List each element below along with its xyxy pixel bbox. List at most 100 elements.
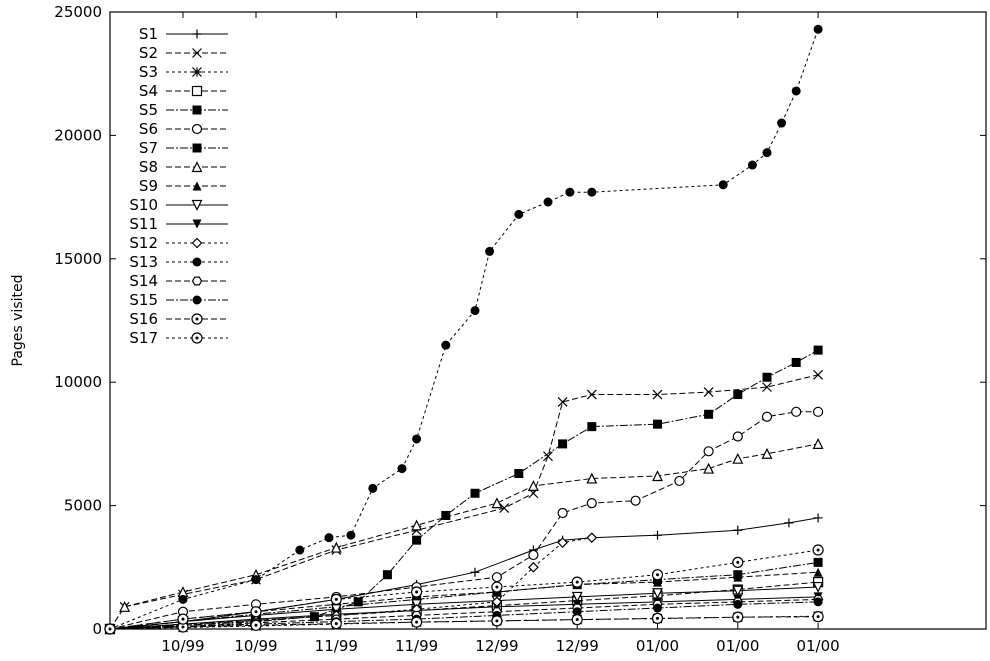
y-tick-label: 0 (92, 620, 102, 638)
legend-item-s12: S12 (129, 234, 228, 252)
data-point (191, 276, 203, 286)
circle-marker (747, 160, 757, 170)
circle-marker (762, 148, 772, 158)
plus-marker (470, 567, 480, 577)
cross-marker (586, 389, 597, 400)
legend-label: S14 (129, 272, 158, 290)
data-point (192, 257, 202, 267)
circle-marker (485, 246, 495, 256)
square-marker (762, 372, 772, 382)
data-point (491, 615, 503, 627)
data-point (762, 372, 772, 382)
series-line (109, 561, 819, 630)
data-point (733, 390, 743, 400)
data-point (813, 345, 823, 355)
data-point (412, 535, 422, 545)
square-marker (382, 570, 392, 580)
data-point (491, 581, 503, 593)
triangle-marker (733, 572, 743, 582)
data-point (543, 197, 553, 207)
circle-marker (565, 187, 575, 197)
data-point (543, 451, 553, 462)
data-point (733, 599, 743, 609)
series-s1 (105, 513, 823, 634)
data-point (191, 123, 203, 135)
data-point (812, 406, 824, 417)
cross-marker (499, 503, 510, 513)
data-point (412, 434, 422, 444)
legend-item-s11: S11 (129, 215, 228, 233)
square-marker (353, 597, 363, 607)
circle-marker (791, 406, 802, 417)
series-line (109, 586, 819, 630)
data-point (514, 209, 524, 219)
circle-marker (572, 607, 582, 617)
circle-marker (812, 406, 824, 417)
triangle-marker (527, 480, 539, 491)
series-line (109, 601, 819, 630)
series-line (109, 598, 819, 630)
data-point (250, 606, 262, 618)
data-point (653, 419, 662, 429)
circle-dot (254, 610, 258, 614)
circle-marker (514, 209, 524, 219)
triangle-marker (119, 600, 131, 612)
triangle-marker (653, 577, 662, 587)
data-point (528, 549, 539, 561)
cross-marker (192, 48, 202, 58)
square-marker (791, 357, 801, 367)
data-point (630, 495, 641, 506)
circle-marker (703, 446, 714, 457)
data-point (251, 575, 261, 585)
data-point (586, 389, 597, 400)
data-point (192, 105, 202, 115)
triangle-down-marker (812, 581, 824, 593)
plus-marker (653, 530, 662, 540)
square-marker (653, 419, 662, 429)
data-point (191, 161, 203, 173)
data-point (812, 611, 824, 623)
series-s16 (104, 611, 824, 635)
data-point (747, 160, 757, 170)
circle-dot (575, 580, 579, 584)
y-tick-label: 25000 (54, 3, 102, 21)
circle-dot (736, 560, 740, 564)
series-line (109, 517, 819, 630)
data-point (586, 472, 598, 484)
triangle-marker (652, 470, 663, 482)
data-point (491, 497, 503, 509)
circle-marker (586, 498, 597, 509)
circle-marker (674, 475, 685, 487)
diamond-marker (586, 532, 598, 544)
x-tick-label: 10/99 (161, 637, 204, 655)
data-point (558, 439, 568, 449)
data-point (762, 382, 772, 393)
data-point (411, 519, 423, 531)
data-point (653, 530, 662, 540)
series-line (109, 411, 819, 630)
x-tick-label: 01/00 (636, 637, 679, 655)
data-point (587, 187, 597, 197)
circle-marker (470, 306, 480, 316)
triangle-down-marker (192, 219, 202, 229)
cross-marker (652, 389, 663, 400)
circle-marker (733, 599, 743, 609)
data-point (411, 616, 423, 628)
triangle-down-marker (571, 591, 583, 603)
square-marker (514, 469, 524, 479)
data-point (557, 537, 568, 548)
circle-dot (495, 585, 499, 589)
data-point (652, 389, 663, 400)
legend-item-s7: S7 (139, 139, 228, 157)
hexagon-marker (191, 276, 203, 286)
data-point (441, 340, 451, 350)
legend-item-s1: S1 (139, 25, 228, 43)
legend-item-s6: S6 (139, 120, 228, 138)
data-point (813, 24, 823, 34)
data-point (324, 533, 334, 543)
data-point (572, 607, 582, 617)
data-point (732, 556, 744, 568)
data-point (762, 148, 772, 158)
data-point (557, 397, 568, 407)
circle-marker (791, 86, 801, 96)
